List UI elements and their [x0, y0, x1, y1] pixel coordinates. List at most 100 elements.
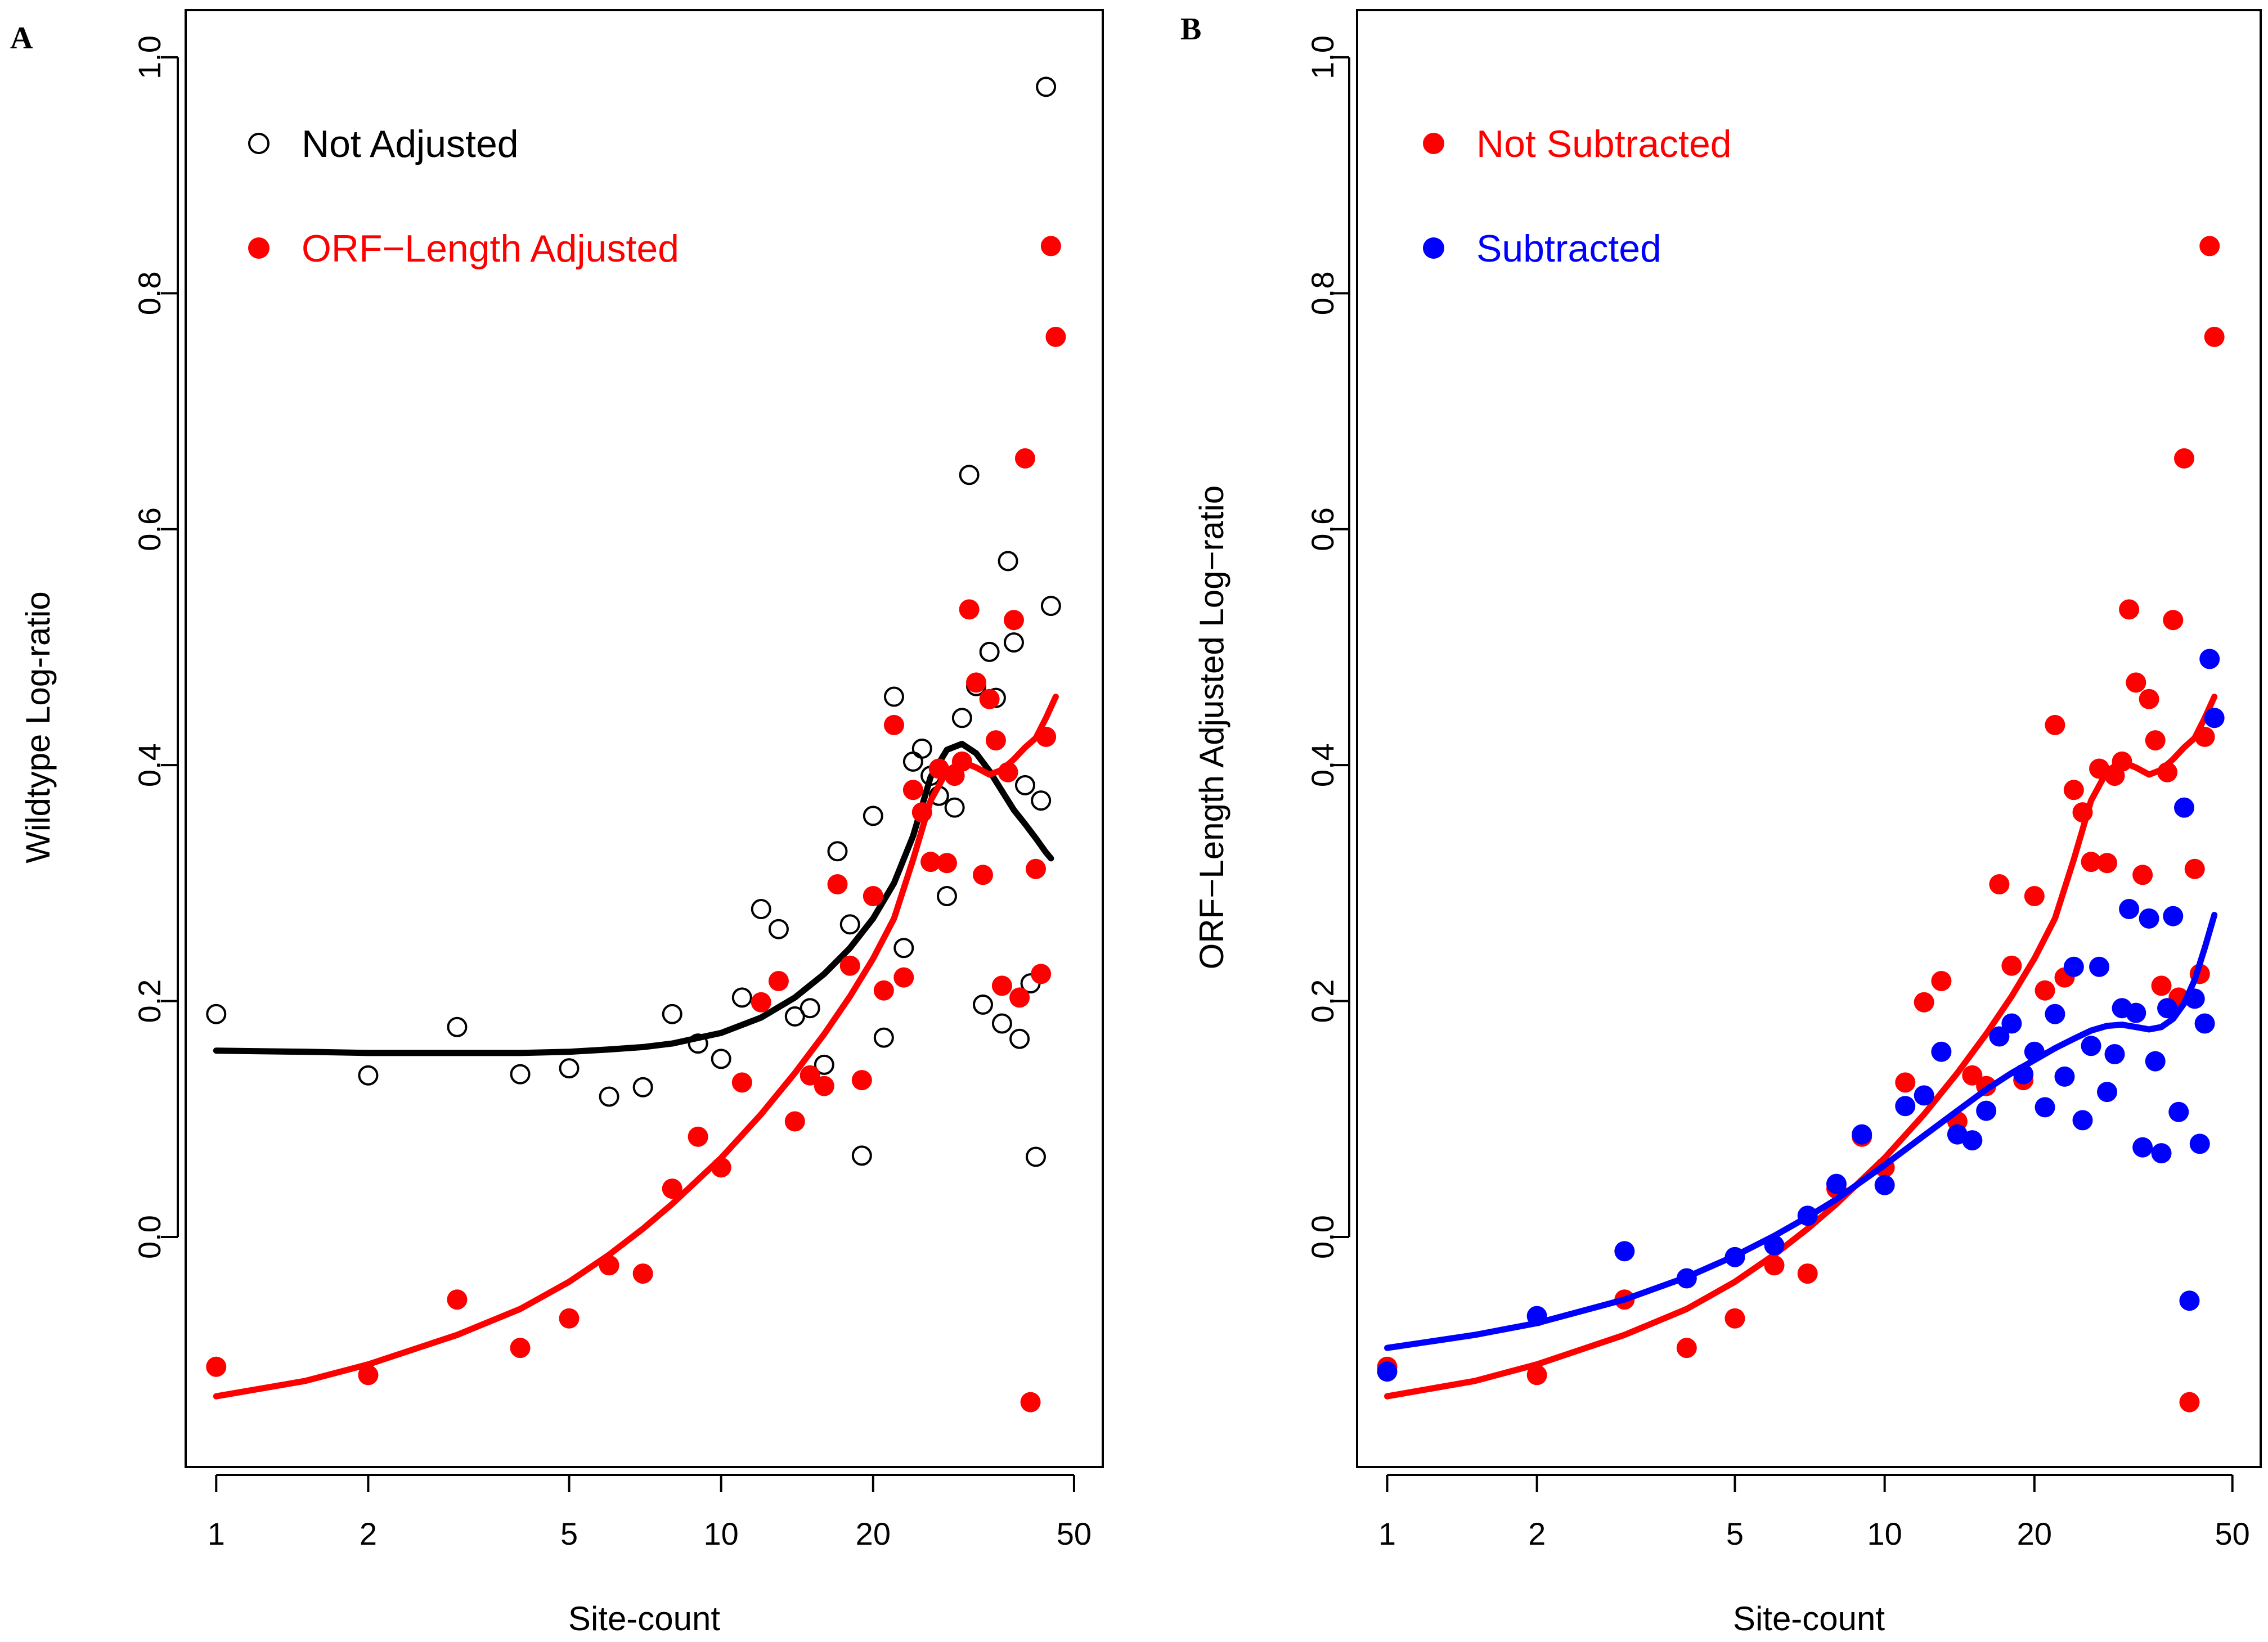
data-point: [2063, 780, 2084, 800]
y-axis-label: Wildtype Log-ratio: [19, 591, 57, 863]
data-point: [873, 1027, 894, 1048]
series-subtracted: Subtracted: [1377, 227, 2225, 1382]
data-point: [1003, 632, 1024, 653]
y-tick-label: 0.8: [1305, 271, 1340, 315]
data-point: [800, 1065, 820, 1086]
data-point: [2163, 610, 2184, 631]
data-point: [510, 1338, 531, 1358]
data-point: [1009, 1028, 1030, 1049]
data-point: [1874, 1175, 1895, 1195]
data-point: [2097, 1082, 2118, 1103]
x-tick-label: 2: [1528, 1516, 1546, 1551]
data-point: [1040, 236, 1061, 257]
data-point: [751, 992, 771, 1013]
data-point: [1031, 964, 1052, 984]
data-point: [2024, 885, 2045, 906]
data-point: [1040, 596, 1061, 617]
data-point: [1676, 1338, 1697, 1358]
data-point: [2081, 852, 2101, 872]
data-point: [839, 955, 860, 976]
data-point: [1931, 970, 1952, 991]
x-tick-label: 50: [1057, 1516, 1092, 1551]
data-point: [1003, 610, 1024, 631]
data-point: [2072, 1110, 2093, 1131]
data-point: [2199, 236, 2220, 257]
legend-label: Subtracted: [1476, 227, 1661, 270]
smooth-line: [213, 694, 1059, 1400]
panel-label: B: [1180, 12, 1201, 47]
panel-b: B 1 2 5 10 20 50 Site-count 0.0 0.2 0.4 0.6 0.8 1.0 OR…: [1180, 9, 2262, 1637]
y-tick-label: 0.6: [132, 507, 167, 551]
data-point: [863, 885, 883, 906]
data-point: [979, 641, 1000, 662]
data-point: [2126, 1002, 2146, 1023]
data-point: [358, 1065, 379, 1086]
data-point: [1797, 1263, 1818, 1284]
data-point: [998, 551, 1018, 572]
data-point: [2081, 1036, 2101, 1056]
data-point: [851, 1070, 872, 1091]
data-point: [2001, 1013, 2022, 1034]
data-point: [1962, 1065, 1983, 1086]
data-point: [2104, 1043, 2125, 1064]
data-point: [358, 1365, 379, 1385]
data-point: [814, 1076, 834, 1096]
data-point: [959, 465, 980, 485]
data-point: [2151, 975, 2172, 996]
smooth-line: [1384, 912, 2218, 1351]
x-tick-label: 10: [704, 1516, 739, 1551]
data-point: [814, 1054, 834, 1075]
data-point: [2204, 708, 2225, 728]
data-point: [2035, 980, 2055, 1001]
data-point: [920, 852, 941, 872]
y-axis-label: ORF−Length Adjusted Log−ratio: [1193, 485, 1230, 970]
data-point: [1976, 1100, 1997, 1121]
data-point: [1036, 77, 1057, 97]
y-tick-label: 0.6: [1305, 507, 1340, 551]
data-point: [559, 1308, 580, 1329]
data-point: [206, 1004, 227, 1024]
series-not-subtracted: Not Subtracted: [1377, 123, 2225, 1412]
x-tick-label: 5: [1726, 1516, 1744, 1551]
data-point: [2173, 797, 2194, 818]
data-point: [1962, 1130, 1983, 1151]
x-tick-label: 1: [1378, 1516, 1396, 1551]
data-point: [2157, 998, 2178, 1019]
data-point: [1031, 790, 1052, 811]
x-tick-label: 20: [856, 1516, 891, 1551]
data-point: [2045, 714, 2065, 735]
data-point: [1025, 858, 1046, 879]
data-point: [972, 865, 993, 885]
data-point: [632, 1263, 653, 1284]
data-point: [2173, 448, 2194, 469]
data-point: [768, 970, 789, 991]
data-point: [2001, 955, 2022, 976]
y-tick-label: 1.0: [132, 35, 167, 79]
data-point: [2045, 1004, 2065, 1024]
legend-label: Not Subtracted: [1476, 123, 1732, 165]
data-point: [893, 938, 914, 959]
data-point: [883, 714, 904, 735]
data-point: [711, 1049, 731, 1069]
x-axis-label: Site-count: [568, 1600, 720, 1637]
data-point: [911, 738, 932, 759]
panel-a: A 1 2 5 10 20 50 Site-count 0.0 0.2 0.4 0.6 0.8 1.0 Wi…: [10, 9, 1104, 1637]
data-point: [972, 994, 993, 1015]
series-orf-length-adjusted: ORF−Length Adjusted: [206, 227, 1066, 1412]
data-point: [559, 1058, 580, 1079]
data-point: [2139, 908, 2159, 929]
legend-label: Not Adjusted: [302, 123, 519, 165]
data-point: [902, 751, 923, 772]
data-point: [2163, 906, 2184, 926]
x-tick-label: 10: [1867, 1516, 1902, 1551]
data-point: [1852, 1124, 1872, 1145]
data-point: [2063, 956, 2084, 977]
data-point: [1895, 1072, 1916, 1093]
data-point: [731, 987, 752, 1008]
data-point: [2189, 1133, 2210, 1154]
data-point: [2145, 1051, 2166, 1072]
data-point: [800, 998, 820, 1019]
plot-frame: [1356, 9, 2262, 1468]
y-tick-label: 0.2: [1305, 979, 1340, 1023]
data-point: [2184, 858, 2205, 879]
